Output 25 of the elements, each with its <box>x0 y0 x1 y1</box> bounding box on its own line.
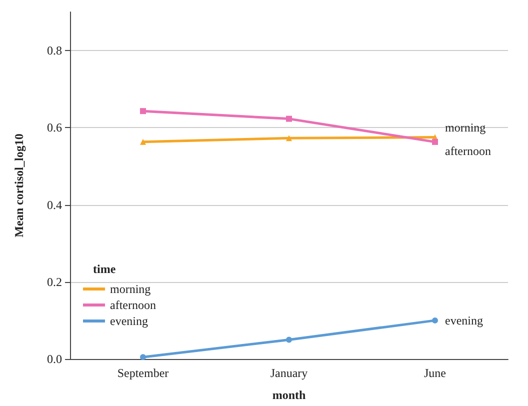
legend-label: evening <box>110 314 148 328</box>
legend-label: morning <box>110 282 151 296</box>
point <box>140 108 146 114</box>
y-tick-label: 0.2 <box>47 274 62 289</box>
x-tick-label: September <box>117 366 169 380</box>
y-tick-label: 0.6 <box>47 120 62 135</box>
x-tick-label: January <box>270 366 308 380</box>
point <box>140 354 146 360</box>
point <box>286 336 292 343</box>
point <box>140 138 146 145</box>
x-tick-label: June <box>424 366 446 380</box>
y-tick-label: 0.4 <box>47 198 62 212</box>
legend-label: afternoon <box>110 298 156 312</box>
point <box>286 116 292 122</box>
x-axis-title: month <box>272 388 306 402</box>
y-tick-label: 0.8 <box>47 44 62 58</box>
y-axis-title: Mean cortisol_log10 <box>12 134 26 238</box>
annotation: afternoon <box>445 144 491 158</box>
y-tick-label: 0.0 <box>47 352 62 366</box>
point <box>286 135 292 142</box>
annotation: morning <box>445 120 486 134</box>
legend-title: time <box>93 262 116 276</box>
point <box>432 138 438 145</box>
point <box>432 317 438 324</box>
annotation: evening <box>445 313 483 328</box>
